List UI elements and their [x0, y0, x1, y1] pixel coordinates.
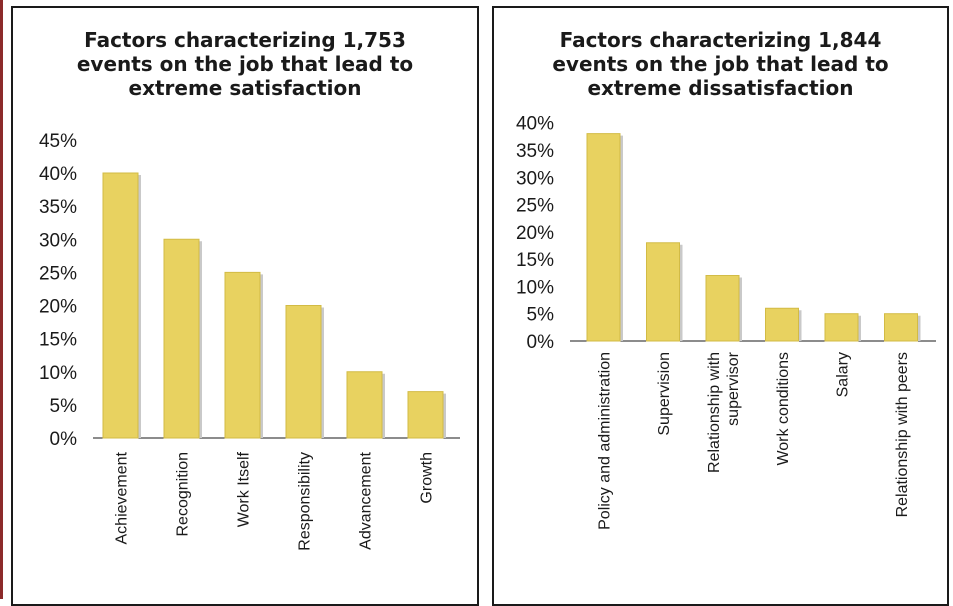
- dissatisfaction-category-label-line: Relationship with: [706, 352, 723, 473]
- satisfaction-y-tick-label: 5%: [50, 396, 78, 417]
- dissatisfaction-category-label: Work conditions: [775, 352, 792, 466]
- satisfaction-bar: [163, 238, 200, 439]
- dissatisfaction-bar: [646, 242, 680, 342]
- satisfaction-category-label-line: Advancement: [358, 451, 375, 549]
- dissatisfaction-bar: [884, 313, 918, 342]
- dissatisfaction-chart-title: Factors characterizing 1,844 events on t…: [494, 28, 947, 100]
- dissatisfaction-title-line-3: extreme dissatisfaction: [587, 76, 854, 100]
- satisfaction-bar: [102, 172, 139, 439]
- dissatisfaction-y-tick-label: 15%: [516, 250, 554, 271]
- dissatisfaction-category-label: Policy and administration: [597, 352, 614, 530]
- satisfaction-y-tick-label: 10%: [39, 363, 77, 384]
- dissatisfaction-category-label: Supervision: [656, 352, 673, 436]
- satisfaction-category-label: Advancement: [358, 451, 375, 549]
- satisfaction-y-tick-label: 35%: [39, 197, 77, 218]
- dissatisfaction-category-label: Relationship with peers: [894, 352, 911, 517]
- satisfaction-category-label-line: Growth: [419, 452, 436, 504]
- satisfaction-bar: [346, 371, 383, 439]
- satisfaction-category-label: Recognition: [175, 452, 192, 537]
- satisfaction-category-label: Achievement: [114, 451, 131, 544]
- satisfaction-category-label-line: Responsibility: [297, 452, 314, 551]
- dissatisfaction-y-tick-label: 20%: [516, 223, 554, 244]
- satisfaction-category-label: Responsibility: [297, 452, 314, 551]
- dissatisfaction-category-label-line: Supervision: [656, 352, 673, 436]
- left-edge-bar: [0, 0, 3, 599]
- dissatisfaction-y-tick-label: 40%: [516, 114, 554, 135]
- dissatisfaction-bar: [586, 133, 621, 342]
- dissatisfaction-category-label: Relationship with supervisor: [706, 351, 742, 473]
- satisfaction-y-tick-label: 20%: [39, 297, 77, 318]
- satisfaction-title-line-2: events on the job that lead to: [76, 52, 414, 76]
- satisfaction-y-tick-label: 25%: [39, 263, 77, 284]
- dissatisfaction-category-label-line: Salary: [835, 352, 852, 397]
- satisfaction-chart-title: Factors characterizing 1,753 events on t…: [13, 28, 477, 100]
- dissatisfaction-title-line-1: Factors characterizing 1,844: [559, 28, 882, 52]
- dissatisfaction-y-tick-label: 30%: [516, 168, 554, 189]
- satisfaction-y-tick-label: 0%: [50, 429, 78, 450]
- satisfaction-category-label-line: Recognition: [175, 452, 192, 537]
- dissatisfaction-category-label-line: Work conditions: [775, 352, 792, 466]
- dissatisfaction-title-line-2: events on the job that lead to: [552, 52, 889, 76]
- dissatisfaction-category-label-line: Policy and administration: [597, 352, 614, 530]
- dissatisfaction-y-tick-label: 5%: [527, 305, 555, 326]
- satisfaction-category-label: Work Itself: [236, 451, 253, 527]
- satisfaction-y-tick-label: 40%: [39, 164, 77, 185]
- dissatisfaction-bar: [705, 275, 740, 342]
- satisfaction-bar: [407, 391, 444, 439]
- satisfaction-y-tick-label: 15%: [39, 330, 77, 351]
- satisfaction-title-line-3: extreme satisfaction: [128, 76, 362, 100]
- satisfaction-y-tick-label: 30%: [39, 230, 77, 251]
- satisfaction-category-label-line: Work Itself: [236, 451, 253, 527]
- dissatisfaction-y-tick-label: 10%: [516, 277, 554, 298]
- dissatisfaction-category-label-line: supervisor: [725, 351, 742, 425]
- satisfaction-bar: [224, 271, 261, 439]
- dissatisfaction-y-tick-label: 35%: [516, 141, 554, 162]
- dissatisfaction-y-tick-label: 0%: [527, 332, 555, 353]
- satisfaction-title-line-1: Factors characterizing 1,753: [84, 28, 406, 52]
- dissatisfaction-category-label: Salary: [835, 352, 852, 397]
- dissatisfaction-bar: [824, 313, 859, 342]
- dissatisfaction-category-label-line: Relationship with peers: [894, 352, 911, 517]
- satisfaction-bar: [285, 305, 322, 439]
- satisfaction-category-label: Growth: [419, 452, 436, 504]
- dissatisfaction-bar: [765, 307, 799, 342]
- satisfaction-category-label-line: Achievement: [114, 451, 131, 544]
- dissatisfaction-y-tick-label: 25%: [516, 196, 554, 217]
- satisfaction-y-tick-label: 45%: [39, 131, 77, 152]
